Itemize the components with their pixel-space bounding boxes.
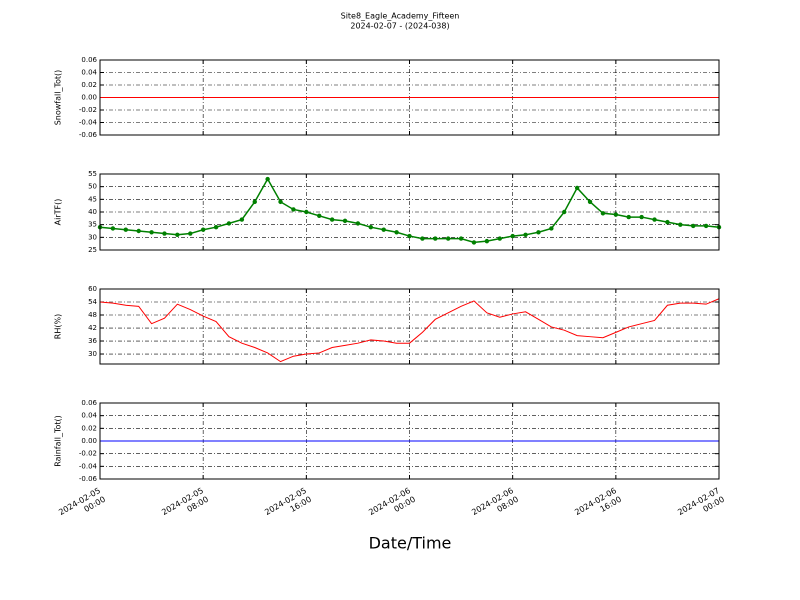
data-point <box>613 212 619 217</box>
y-tick-label: 0.04 <box>81 412 97 420</box>
y-axis-label: RH(%) <box>54 314 63 339</box>
y-tick-label: 30 <box>88 233 97 241</box>
data-point <box>265 176 270 182</box>
y-tick-label: 0.02 <box>81 424 97 432</box>
data-point <box>123 227 128 232</box>
y-tick-label: 0.06 <box>81 399 97 407</box>
y-tick-label: 55 <box>88 170 97 178</box>
data-point <box>329 217 335 222</box>
data-point <box>394 230 399 235</box>
data-point <box>652 217 657 222</box>
y-tick-label: 48 <box>88 311 97 319</box>
y-tick-label: 0.04 <box>81 69 97 77</box>
data-point <box>420 236 425 241</box>
data-point <box>471 240 477 245</box>
data-point <box>626 214 631 220</box>
y-tick-label: 60 <box>88 285 97 293</box>
y-tick-label: 25 <box>88 246 97 254</box>
data-point <box>407 233 412 239</box>
y-tick-label: 50 <box>88 183 97 191</box>
data-point <box>162 231 167 236</box>
y-axis-label: Snowfall_Tot() <box>54 70 63 126</box>
plot-frame <box>99 402 720 480</box>
y-tick-label: 0.00 <box>81 94 97 102</box>
y-tick-label: 40 <box>88 208 97 216</box>
y-tick-label: -0.04 <box>79 119 98 127</box>
data-point <box>510 233 515 239</box>
data-point <box>278 199 283 205</box>
chart-title: Site8_Eagle_Academy_Fifteen <box>341 12 460 21</box>
data-point <box>252 199 257 205</box>
data-point <box>549 226 554 231</box>
data-point <box>562 209 567 215</box>
data-point <box>213 225 219 230</box>
y-tick-label: 0.00 <box>81 437 97 445</box>
y-axis-label: AirTF() <box>54 199 63 226</box>
y-tick-label: -0.02 <box>79 450 97 458</box>
y-tick-label: 0.06 <box>81 56 97 64</box>
data-point <box>381 227 386 232</box>
x-axis-label: Date/Time <box>369 534 452 553</box>
data-point <box>484 238 490 244</box>
y-tick-label: -0.06 <box>79 475 98 483</box>
data-point <box>523 232 528 237</box>
data-line <box>99 298 720 363</box>
plot-frame <box>99 288 720 365</box>
data-point <box>639 214 644 220</box>
data-point <box>188 231 193 236</box>
data-point <box>226 221 232 226</box>
data-point <box>304 209 309 215</box>
data-point <box>110 226 116 231</box>
data-point <box>536 230 541 235</box>
y-tick-label: 54 <box>88 298 97 306</box>
data-point <box>149 230 154 235</box>
data-point <box>497 236 502 241</box>
data-point <box>445 236 451 241</box>
data-point <box>136 228 141 234</box>
data-point <box>368 225 374 230</box>
y-tick-label: 42 <box>88 324 97 332</box>
y-tick-label: -0.02 <box>79 106 97 114</box>
data-point <box>678 222 683 227</box>
data-point <box>200 227 206 232</box>
data-point <box>239 217 245 222</box>
y-tick-label: 36 <box>88 337 97 345</box>
y-tick-label: 30 <box>88 350 97 358</box>
y-axis-label: Rainfall_Tot() <box>54 415 63 467</box>
y-tick-label: 45 <box>88 195 97 203</box>
data-point <box>355 221 361 226</box>
data-point <box>458 236 464 241</box>
data-point <box>703 223 709 229</box>
plot-frame <box>99 59 720 136</box>
data-point <box>600 211 606 216</box>
data-point <box>433 236 438 241</box>
data-point <box>291 207 296 212</box>
data-point <box>587 199 593 205</box>
y-tick-label: 0.02 <box>81 81 97 89</box>
plot-frame <box>99 173 720 251</box>
data-point <box>317 213 322 218</box>
data-point <box>665 219 670 225</box>
y-tick-label: -0.06 <box>79 131 98 139</box>
y-tick-label: -0.04 <box>79 462 98 470</box>
y-tick-label: 35 <box>88 221 97 229</box>
data-point <box>342 218 348 224</box>
data-point <box>175 232 180 237</box>
data-point <box>574 185 580 191</box>
data-point <box>691 223 696 229</box>
chart-subtitle: 2024-02-07 - (2024-038) <box>350 22 449 31</box>
